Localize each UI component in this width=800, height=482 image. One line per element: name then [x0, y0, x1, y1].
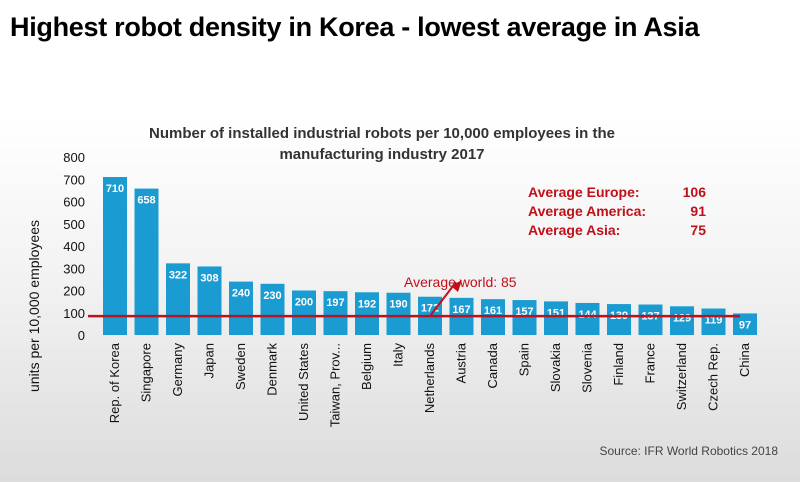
bar: [355, 292, 379, 335]
bar-value-label: 97: [739, 319, 751, 331]
bar: [386, 292, 411, 335]
y-tick-label: 0: [78, 328, 85, 343]
bar: [607, 304, 631, 335]
bar: [701, 308, 726, 335]
category-label: Slovenia: [580, 342, 595, 393]
bar: [544, 301, 568, 335]
bar-value-label: 129: [673, 312, 691, 324]
category-label: Belgium: [359, 343, 374, 390]
bar: [292, 290, 316, 335]
bar: [166, 263, 190, 335]
average-europe-value: 106: [683, 184, 707, 200]
category-label: France: [643, 343, 658, 383]
bar: [197, 266, 222, 335]
category-label: Rep. of Korea: [107, 342, 122, 423]
bar: [229, 281, 253, 335]
bar-value-label: 230: [263, 290, 281, 302]
chart-title-line-2: manufacturing industry 2017: [279, 146, 484, 163]
y-tick-label: 400: [63, 239, 85, 254]
category-label: United States: [296, 343, 311, 422]
category-label: Canada: [485, 342, 500, 388]
bar-value-label: 710: [106, 183, 124, 195]
average-world-label: Average world: 85: [404, 274, 517, 290]
category-label: Austria: [454, 342, 469, 383]
source-note: Source: IFR World Robotics 2018: [599, 444, 778, 458]
bar: [134, 188, 159, 335]
bar-value-label: 190: [389, 299, 407, 311]
average-asia-label: Average Asia:: [528, 222, 620, 238]
category-label: Switzerland: [674, 343, 689, 410]
category-label: Slovakia: [548, 342, 563, 392]
regional-averages: Average Europe: 106 Average America: 91 …: [528, 184, 706, 238]
category-label: Czech Rep.: [706, 343, 721, 411]
y-tick-label: 100: [63, 306, 85, 321]
category-label: Sweden: [233, 343, 248, 390]
category-label: Finland: [611, 343, 626, 386]
bar: [103, 177, 127, 335]
bar: [260, 283, 285, 335]
y-tick-label: 700: [63, 172, 85, 187]
average-world-arrow: [429, 281, 457, 317]
category-label: China: [737, 342, 752, 377]
y-tick-label: 200: [63, 284, 85, 299]
bar-value-label: 658: [137, 195, 155, 207]
bar-value-label: 119: [705, 315, 723, 327]
category-label: Taiwan, Prov...: [328, 343, 343, 427]
bar-value-label: 192: [358, 298, 376, 310]
bar-value-label: 197: [326, 297, 344, 309]
bar: [323, 291, 348, 335]
bar-value-label: 167: [452, 304, 470, 316]
category-label: Singapore: [139, 343, 154, 402]
bar: [638, 304, 663, 335]
y-axis-label: units per 10,000 employees: [26, 220, 42, 392]
category-label: Japan: [202, 343, 217, 378]
bar-value-label: 151: [547, 307, 565, 319]
bar-value-label: 308: [200, 272, 218, 284]
category-label: Denmark: [265, 343, 280, 396]
bar: [733, 313, 757, 335]
y-tick-label: 500: [63, 217, 85, 232]
bar: [575, 302, 600, 335]
category-label: Germany: [170, 343, 185, 397]
average-asia-value: 75: [690, 222, 706, 238]
y-tick-label: 300: [63, 261, 85, 276]
chart-title-line-1: Number of installed industrial robots pe…: [149, 125, 615, 142]
average-america-label: Average America:: [528, 203, 646, 219]
arrow-head-icon: [451, 280, 462, 292]
average-europe-label: Average Europe:: [528, 184, 640, 200]
bar-value-label: 322: [169, 269, 187, 281]
y-tick-label: 600: [63, 195, 85, 210]
page-title: Highest robot density in Korea - lowest …: [10, 12, 700, 42]
category-label: Italy: [391, 343, 406, 367]
category-label: Spain: [517, 343, 532, 376]
average-america-value: 91: [690, 203, 706, 219]
bar: [670, 306, 694, 335]
y-tick-label: 800: [63, 150, 85, 165]
category-label: Netherlands: [422, 343, 437, 414]
bar-value-label: 240: [232, 288, 250, 300]
bar-value-label: 161: [484, 305, 502, 317]
bar: [512, 300, 537, 335]
bar-value-label: 200: [295, 297, 313, 309]
